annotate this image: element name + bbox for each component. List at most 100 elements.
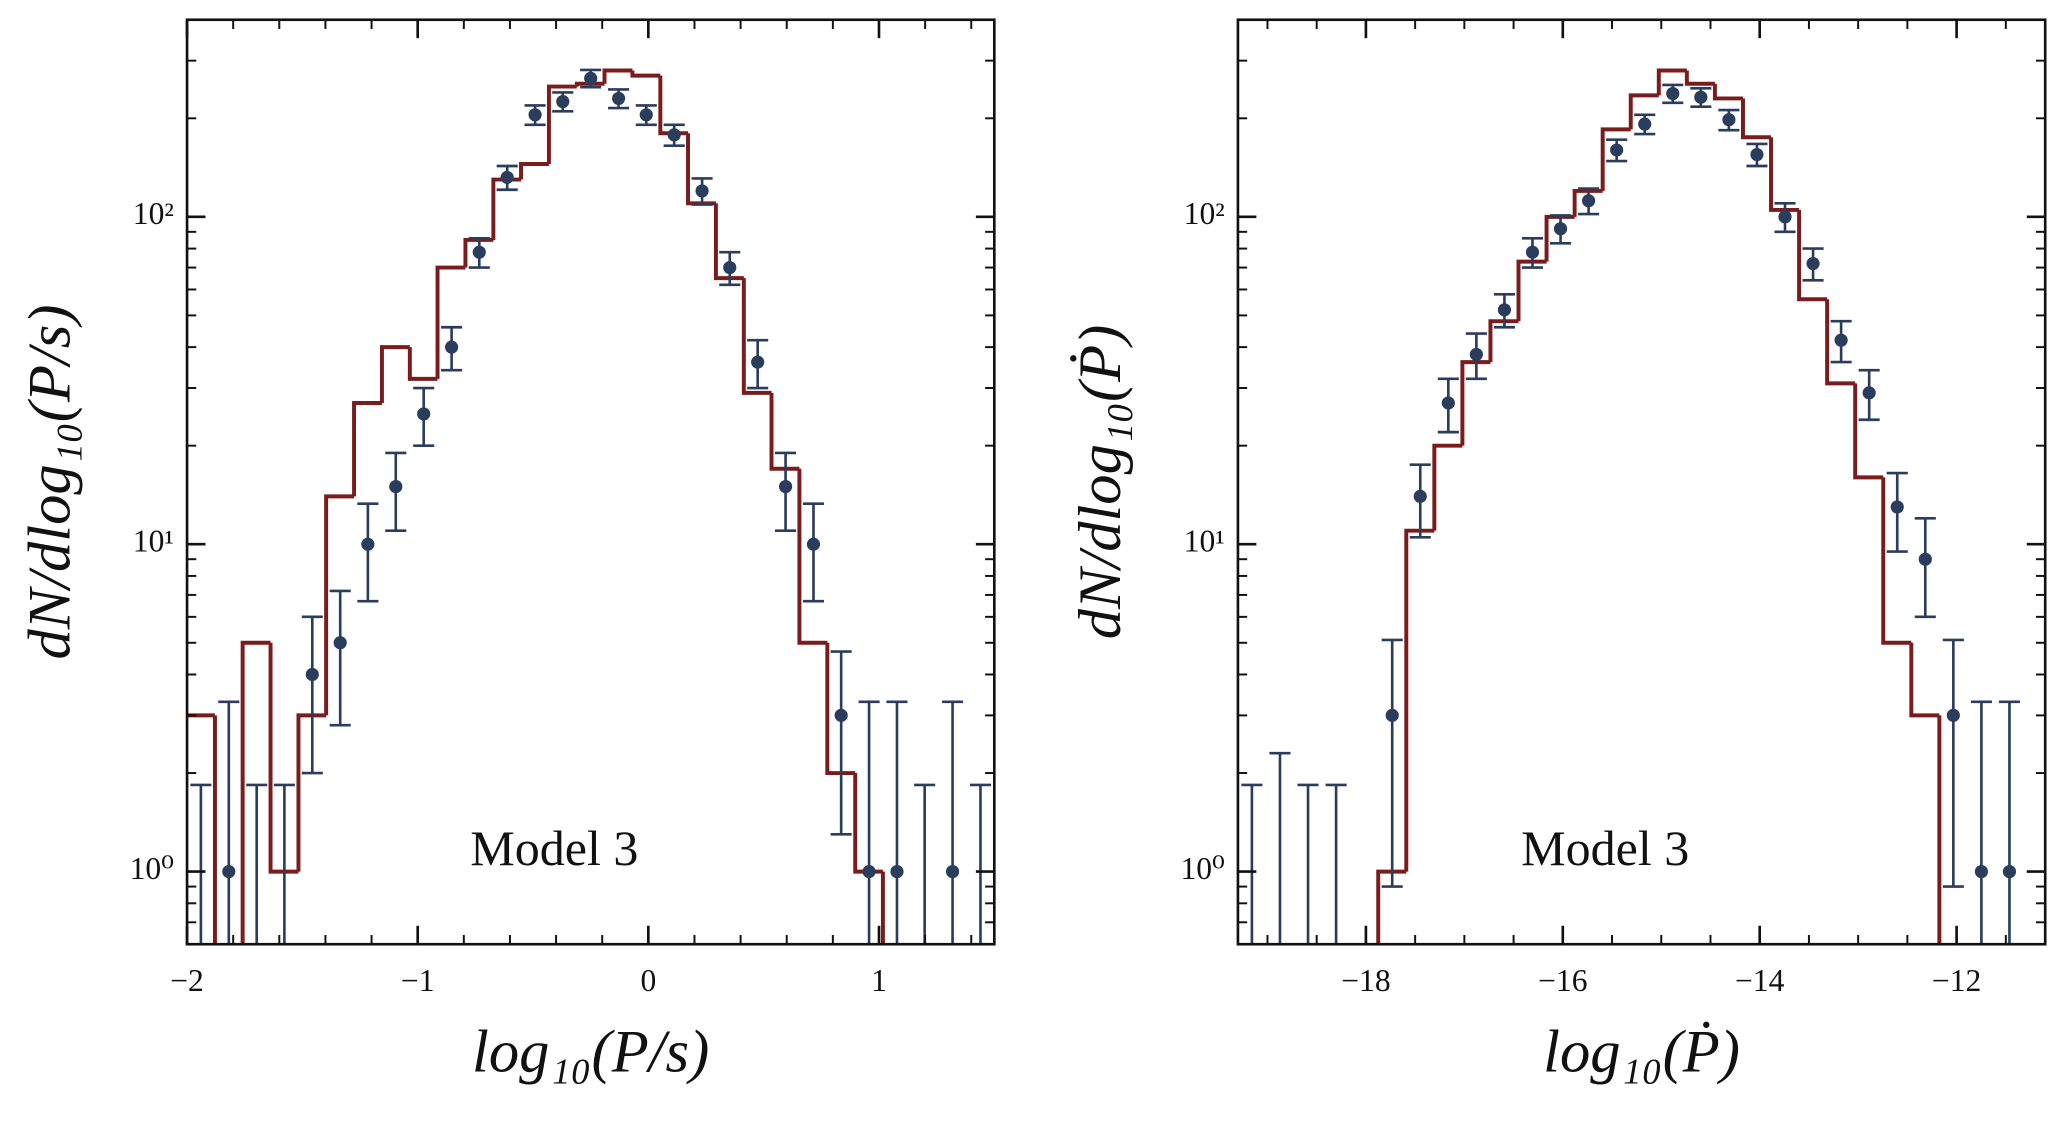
data-point: [862, 865, 876, 879]
data-point: [806, 537, 821, 551]
y-tick-label: 10⁰: [1181, 851, 1225, 886]
histogram-step: [407, 347, 438, 381]
histogram-step: [1937, 715, 1942, 945]
histogram-step: [630, 70, 661, 78]
x-tick-label: −16: [1538, 963, 1587, 998]
histogram-step: [268, 642, 299, 874]
histogram-step: [1376, 869, 1407, 945]
data-point: [778, 479, 793, 494]
data-point: [417, 407, 431, 421]
histogram-step: [1797, 209, 1828, 302]
y-axis-label: dN/dlog₁₀(Ṗ): [1067, 325, 1134, 640]
data-point: [723, 260, 737, 275]
data-point: [1582, 194, 1596, 208]
y-tick-label: 10⁰: [130, 851, 174, 886]
data-point: [1890, 500, 1904, 514]
histogram-step: [379, 345, 410, 404]
data-point: [445, 340, 459, 354]
histogram-step: [602, 68, 633, 84]
histogram-step: [519, 162, 549, 180]
histogram-step: [1740, 98, 1772, 140]
x-tick-label: −14: [1735, 963, 1785, 998]
histogram-step: [324, 494, 355, 716]
data-point: [834, 708, 848, 722]
histogram-step: [1769, 137, 1800, 212]
data-point: [1778, 210, 1792, 224]
data-point: [1385, 708, 1399, 722]
data-point: [1441, 396, 1455, 410]
data-point: [389, 479, 403, 494]
data-point: [556, 94, 570, 109]
histogram-step: [1909, 642, 1940, 718]
data-point: [695, 184, 709, 198]
data-point: [1974, 865, 1988, 879]
histogram-step: [1656, 68, 1687, 96]
x-tick-label: −2: [170, 963, 204, 998]
annotation: Model 3: [1521, 820, 1689, 876]
data-point: [1525, 245, 1540, 259]
data-point: [1862, 386, 1876, 400]
histogram-step: [1516, 259, 1547, 322]
histogram-step: [880, 871, 885, 945]
data-point: [1413, 489, 1427, 503]
data-point: [667, 128, 681, 142]
histogram-step: [296, 713, 327, 872]
histogram-step: [463, 237, 494, 268]
histogram-step: [1544, 214, 1575, 262]
x-tick-label: −12: [1932, 963, 1981, 998]
y-tick-label: 10¹: [133, 523, 174, 558]
data-point: [528, 108, 542, 122]
data-point: [1806, 256, 1820, 271]
data-point: [222, 865, 236, 879]
histogram-step: [825, 642, 856, 776]
axes-frame: [1236, 18, 2047, 946]
data-point: [500, 170, 514, 184]
data-point: [1722, 113, 1736, 127]
x-axis-label: log₁₀(Ṗ): [1543, 1018, 1740, 1085]
histogram-step: [240, 640, 271, 945]
data-point: [1918, 552, 1932, 566]
data-point: [1694, 90, 1708, 104]
data-point: [584, 71, 598, 85]
histogram-step: [1881, 477, 1912, 645]
axes-frame: [185, 18, 996, 946]
histogram-step: [546, 84, 577, 165]
histogram-step: [1712, 83, 1743, 101]
data-point: [361, 537, 375, 551]
data-point: [1610, 143, 1624, 157]
x-tick-label: −18: [1341, 963, 1390, 998]
data-point: [305, 667, 319, 682]
data-point: [1946, 708, 1960, 722]
histogram-step: [1404, 528, 1435, 872]
data-point: [1750, 147, 1764, 162]
histogram-step: [797, 468, 828, 645]
histogram-step: [1600, 127, 1631, 191]
data-point: [472, 245, 486, 259]
data-point: [1638, 117, 1652, 131]
data-point: [1497, 303, 1512, 317]
histogram-step: [1572, 188, 1603, 217]
data-point: [639, 108, 653, 122]
x-tick-label: −1: [401, 963, 435, 998]
data-point: [1834, 333, 1848, 347]
x-tick-label: 1: [871, 963, 887, 998]
data-point: [612, 91, 626, 106]
plot-area: [1241, 68, 2020, 945]
histogram-step: [1684, 70, 1715, 86]
histogram-step: [713, 203, 744, 281]
histogram-step: [574, 81, 605, 87]
x-axis-label: log₁₀(P/s): [472, 1018, 709, 1085]
histogram-step: [1853, 383, 1884, 480]
data-point: [333, 636, 347, 650]
histogram-step: [1488, 319, 1519, 363]
histogram-step: [769, 392, 800, 471]
data-point: [1553, 222, 1568, 236]
data-point: [1469, 347, 1483, 362]
y-tick-label: 10¹: [1184, 523, 1225, 558]
histogram-step: [212, 715, 217, 945]
data-point: [945, 865, 960, 879]
histogram-step: [352, 401, 382, 497]
data-point: [2002, 865, 2017, 879]
